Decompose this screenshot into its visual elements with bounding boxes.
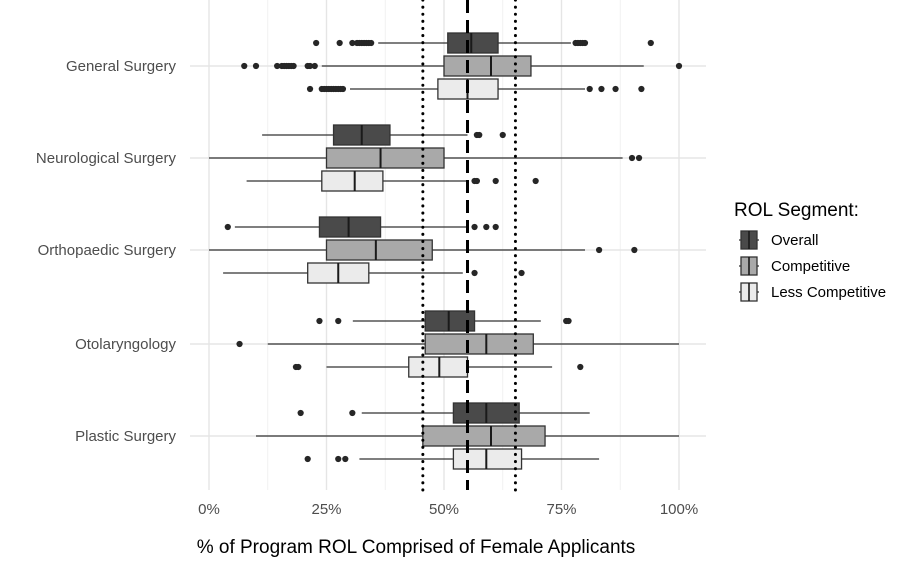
outlier-point: [492, 177, 499, 185]
outlier-point: [628, 154, 636, 162]
iqr-box: [318, 216, 382, 238]
outlier-point: [316, 317, 323, 325]
outlier-point: [339, 85, 347, 93]
box-competitive: [236, 333, 679, 355]
iqr-box: [408, 356, 469, 378]
outlier-point: [483, 223, 490, 231]
outlier-point: [349, 409, 356, 417]
outlier-point: [335, 455, 342, 463]
iqr-box: [447, 32, 499, 54]
outlier-point: [336, 39, 343, 47]
iqr-box: [321, 170, 384, 192]
legend-item: Overall: [739, 230, 819, 250]
outlier-point: [499, 131, 506, 139]
outlier-point: [241, 62, 248, 70]
legend-item: Less Competitive: [739, 282, 886, 302]
outlier-point: [290, 62, 297, 70]
outlier-point: [304, 455, 311, 463]
outlier-point: [612, 85, 619, 93]
reference-lines: [421, 0, 517, 492]
box-competitive: [209, 239, 638, 261]
outlier-point: [581, 39, 589, 47]
iqr-box: [443, 55, 532, 77]
box-overall: [316, 310, 572, 332]
outlier-point: [647, 39, 654, 47]
iqr-box: [422, 425, 546, 447]
box-less-competitive: [304, 448, 600, 470]
outlier-point: [306, 62, 314, 70]
legend-label: Less Competitive: [771, 284, 886, 301]
iqr-box: [325, 239, 433, 261]
iqr-box: [325, 147, 445, 169]
outlier-point: [471, 223, 478, 231]
x-tick-label: 50%: [429, 501, 459, 518]
category-label: Orthopaedic Surgery: [38, 242, 177, 259]
outlier-point: [565, 317, 572, 325]
outlier-point: [236, 340, 243, 348]
box-competitive: [209, 147, 643, 169]
outlier-point: [476, 131, 483, 139]
iqr-box: [452, 448, 523, 470]
outlier-point: [586, 85, 593, 93]
outlier-point: [313, 39, 320, 47]
outlier-point: [471, 269, 478, 277]
outlier-point: [631, 246, 638, 254]
outlier-point: [306, 85, 314, 93]
outlier-point: [349, 39, 356, 47]
x-tick-labels: 0% 25% 50% 75% 100%: [198, 501, 698, 518]
outlier-point: [224, 223, 231, 231]
outlier-point: [596, 246, 603, 254]
outlier-point: [295, 363, 302, 371]
outlier-point: [675, 62, 683, 70]
x-tick-label: 0%: [198, 501, 220, 518]
outlier-point: [638, 85, 645, 93]
box-layer: [209, 32, 683, 470]
x-tick-label: 25%: [311, 501, 341, 518]
legend-item: Competitive: [739, 256, 850, 276]
iqr-box: [424, 333, 534, 355]
box-overall: [262, 124, 506, 146]
outlier-point: [252, 62, 260, 70]
outlier-point: [342, 455, 349, 463]
outlier-point: [335, 317, 342, 325]
box-less-competitive: [246, 170, 539, 192]
outlier-point: [311, 62, 318, 70]
outlier-point: [532, 177, 539, 185]
outlier-point: [368, 39, 375, 47]
x-tick-label: 75%: [546, 501, 576, 518]
outlier-point: [518, 269, 525, 277]
outlier-point: [274, 62, 281, 70]
legend-label: Overall: [771, 232, 819, 249]
category-label: Plastic Surgery: [75, 428, 176, 445]
category-labels: General Surgery Neurological Surgery Ortho…: [36, 58, 177, 445]
outlier-point: [492, 223, 499, 231]
legend-title: ROL Segment:: [734, 200, 859, 221]
x-tick-label: 100%: [660, 501, 698, 518]
legend-label: Competitive: [771, 258, 850, 275]
iqr-box: [424, 310, 476, 332]
outlier-point: [297, 409, 304, 417]
box-overall: [297, 402, 590, 424]
box-less-competitive: [223, 262, 525, 284]
outlier-point: [635, 154, 643, 162]
outlier-point: [577, 363, 584, 371]
category-label: Otolaryngology: [75, 336, 176, 353]
outlier-point: [598, 85, 605, 93]
category-label: Neurological Surgery: [36, 150, 177, 167]
x-axis-title: % of Program ROL Comprised of Female App…: [197, 537, 636, 558]
box-competitive: [241, 55, 683, 77]
box-overall: [313, 32, 654, 54]
outlier-point: [473, 177, 480, 185]
box-overall: [224, 216, 499, 238]
legend: ROL Segment: Overall Competitive Less Comp…: [734, 200, 886, 302]
category-label: General Surgery: [66, 58, 177, 75]
